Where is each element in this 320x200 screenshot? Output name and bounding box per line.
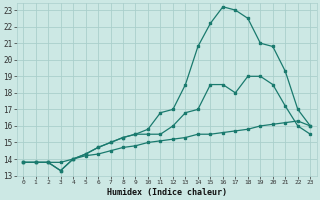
X-axis label: Humidex (Indice chaleur): Humidex (Indice chaleur) <box>107 188 227 197</box>
